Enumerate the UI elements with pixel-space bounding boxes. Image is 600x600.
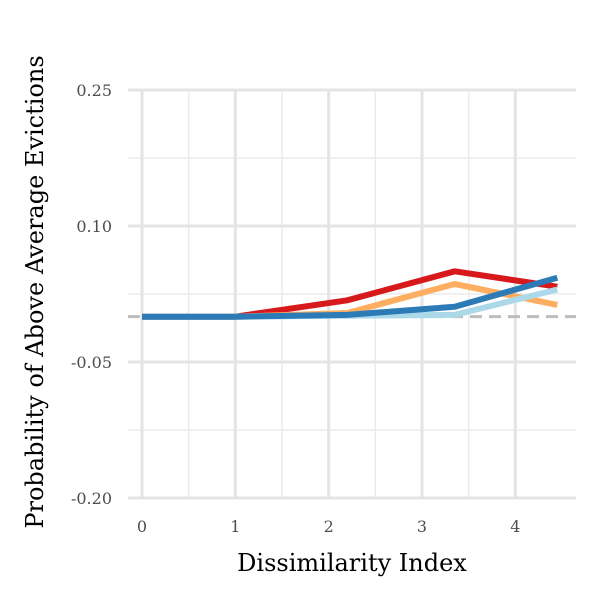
x-tick-label: 0: [137, 517, 147, 536]
x-tick-labels: 0 1 2 3 4: [137, 517, 521, 536]
x-axis-title: Dissimilarity Index: [237, 549, 467, 577]
series-line-4: [142, 274, 559, 320]
series-lines: [142, 268, 559, 320]
y-axis-title: Probability of Above Average Evictions: [21, 55, 49, 528]
y-tick-label: -0.20: [71, 489, 112, 508]
x-tick-label: 1: [230, 517, 240, 536]
x-tick-label: 3: [417, 517, 427, 536]
y-tick-label: 0.10: [76, 217, 112, 236]
x-tick-label: 2: [324, 517, 334, 536]
x-tick-label: 4: [510, 517, 520, 536]
y-tick-label: 0.25: [76, 81, 112, 100]
y-tick-labels: 0.25 0.10 -0.05 -0.20: [71, 81, 112, 508]
y-tick-label: -0.05: [71, 353, 112, 372]
